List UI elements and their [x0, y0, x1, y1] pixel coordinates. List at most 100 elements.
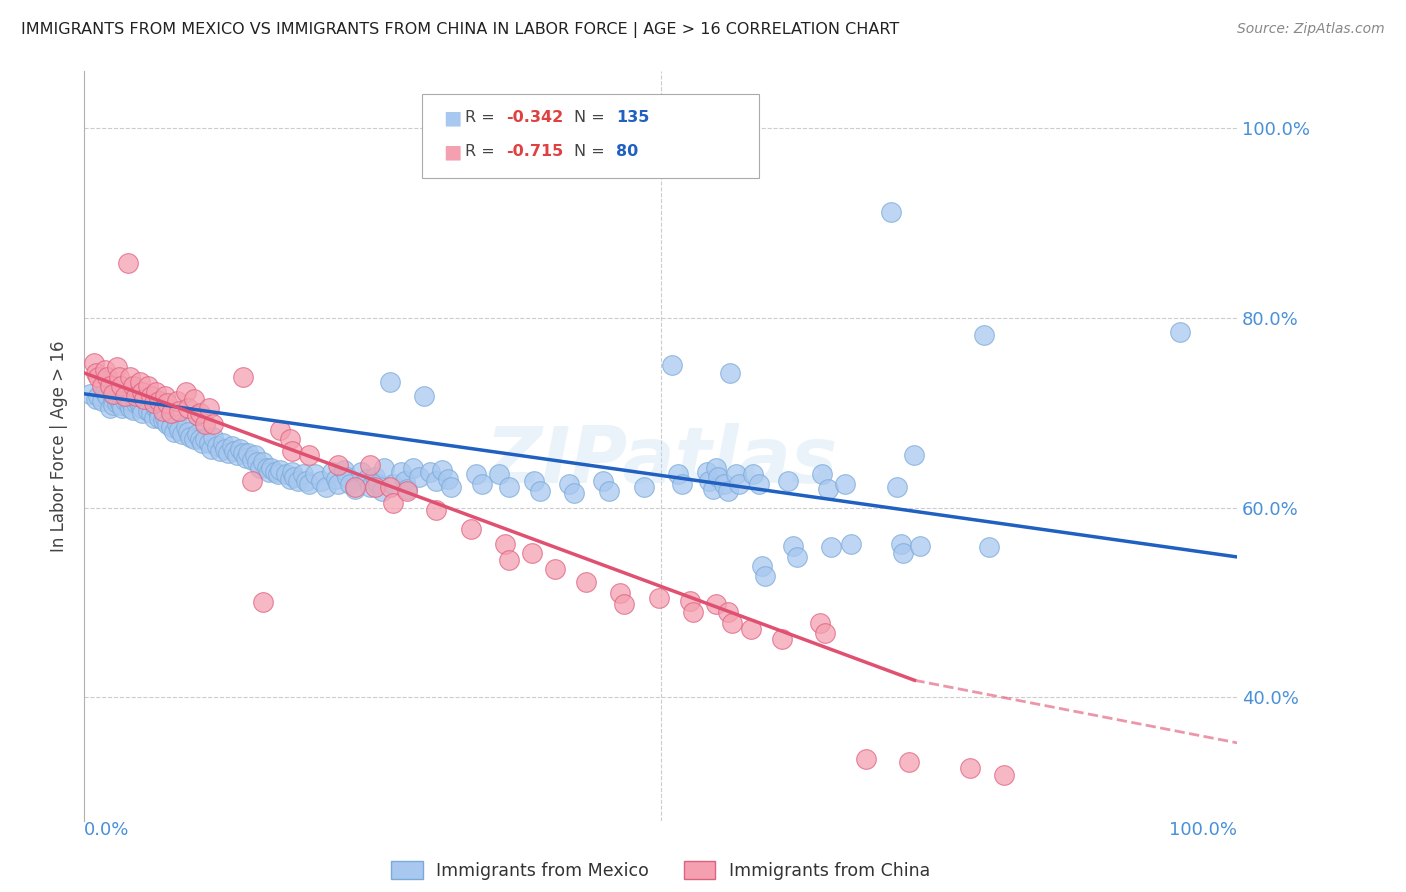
- Text: R =: R =: [465, 145, 501, 159]
- Point: [202, 417, 225, 432]
- Point: [235, 451, 257, 466]
- Point: [177, 401, 200, 415]
- Point: [298, 477, 321, 491]
- Point: [471, 477, 494, 491]
- Point: [179, 429, 201, 443]
- Point: [232, 445, 254, 459]
- Point: [523, 474, 546, 488]
- Point: [152, 404, 174, 418]
- Point: [350, 465, 373, 479]
- Point: [592, 474, 614, 488]
- Point: [200, 442, 222, 456]
- Point: [166, 394, 188, 409]
- Point: [371, 483, 394, 498]
- Point: [394, 474, 416, 488]
- Point: [79, 387, 101, 401]
- Point: [278, 433, 301, 447]
- Point: [145, 401, 167, 415]
- Point: [96, 389, 118, 403]
- Point: [333, 463, 356, 477]
- Point: [153, 389, 176, 403]
- Point: [367, 477, 389, 491]
- Point: [339, 477, 361, 491]
- Point: [198, 436, 221, 450]
- Point: [167, 423, 190, 437]
- Point: [148, 406, 170, 420]
- Point: [627, 154, 650, 169]
- Point: [145, 384, 167, 399]
- Point: [148, 394, 170, 409]
- Point: [153, 410, 176, 425]
- Point: [131, 406, 153, 420]
- Point: [704, 598, 727, 612]
- Point: [436, 472, 458, 486]
- Point: [808, 616, 831, 631]
- Point: [344, 480, 367, 494]
- Point: [488, 467, 510, 482]
- Point: [751, 559, 773, 574]
- Point: [202, 429, 225, 443]
- Point: [267, 467, 290, 482]
- Point: [717, 605, 740, 619]
- Point: [782, 539, 804, 553]
- Text: ■: ■: [443, 142, 461, 161]
- Point: [817, 482, 839, 496]
- Point: [125, 392, 148, 406]
- Point: [382, 496, 405, 510]
- Point: [125, 389, 148, 403]
- Point: [94, 384, 117, 399]
- Point: [776, 474, 799, 488]
- Point: [87, 369, 110, 384]
- Point: [359, 458, 381, 472]
- Point: [359, 480, 381, 494]
- Point: [136, 404, 159, 418]
- Text: 135: 135: [616, 111, 650, 125]
- Point: [98, 379, 121, 393]
- Point: [724, 467, 747, 482]
- Point: [298, 449, 321, 463]
- Point: [666, 467, 689, 482]
- Point: [364, 470, 387, 484]
- Point: [191, 436, 214, 450]
- Point: [160, 420, 183, 434]
- Point: [141, 389, 163, 403]
- Point: [440, 480, 463, 494]
- Point: [84, 392, 107, 406]
- Point: [993, 768, 1015, 782]
- Point: [304, 467, 326, 482]
- Point: [214, 442, 236, 456]
- Point: [419, 465, 441, 479]
- Point: [117, 256, 139, 270]
- Point: [309, 474, 332, 488]
- Point: [717, 483, 740, 498]
- Point: [910, 539, 932, 553]
- Point: [740, 622, 762, 636]
- Point: [172, 426, 194, 441]
- Point: [236, 445, 259, 459]
- Point: [260, 460, 283, 475]
- Point: [246, 455, 269, 469]
- Text: 0.0%: 0.0%: [84, 821, 129, 838]
- Point: [84, 366, 107, 380]
- Point: [378, 480, 401, 494]
- Text: ■: ■: [443, 108, 461, 128]
- Point: [225, 449, 247, 463]
- Point: [156, 417, 179, 432]
- Point: [973, 328, 995, 343]
- Point: [890, 537, 912, 551]
- Point: [125, 396, 148, 410]
- Point: [134, 392, 156, 406]
- Point: [529, 483, 551, 498]
- Point: [177, 425, 200, 439]
- Point: [364, 480, 387, 494]
- Point: [108, 369, 131, 384]
- Point: [425, 474, 447, 488]
- Point: [742, 467, 765, 482]
- Point: [661, 359, 683, 373]
- Point: [166, 417, 188, 432]
- Point: [671, 477, 693, 491]
- Point: [108, 394, 131, 409]
- Point: [820, 541, 842, 555]
- Point: [121, 403, 143, 417]
- Point: [90, 394, 112, 409]
